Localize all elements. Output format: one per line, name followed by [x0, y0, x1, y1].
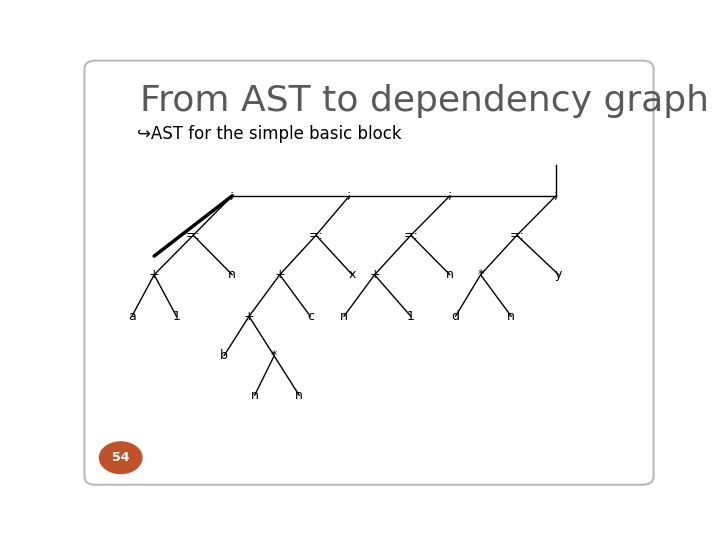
- Text: ;: ;: [554, 190, 558, 202]
- Text: b: b: [220, 349, 228, 362]
- Text: n: n: [251, 389, 258, 402]
- Text: n: n: [228, 268, 236, 281]
- Text: c: c: [307, 310, 314, 323]
- Text: 1: 1: [173, 310, 181, 323]
- Text: y: y: [555, 268, 562, 281]
- Text: From AST to dependency graph: From AST to dependency graph: [140, 84, 709, 118]
- Text: *: *: [477, 268, 484, 281]
- Text: =:: =:: [403, 229, 418, 242]
- Text: n: n: [446, 268, 454, 281]
- Text: ↪AST for the simple basic block: ↪AST for the simple basic block: [138, 125, 402, 143]
- Text: +: +: [243, 310, 254, 323]
- Circle shape: [99, 442, 142, 474]
- Text: n: n: [295, 389, 303, 402]
- Text: x: x: [348, 268, 356, 281]
- Text: d: d: [451, 310, 459, 323]
- Text: 1: 1: [407, 310, 415, 323]
- Text: +: +: [369, 268, 380, 281]
- Text: ;: ;: [230, 190, 235, 202]
- Text: *: *: [271, 349, 277, 362]
- Text: n: n: [340, 310, 348, 323]
- Text: +: +: [274, 268, 285, 281]
- Text: =:: =:: [186, 229, 201, 242]
- Text: a: a: [128, 310, 136, 323]
- Text: =:: =:: [309, 229, 323, 242]
- Text: ;: ;: [448, 190, 452, 202]
- Text: n: n: [508, 310, 516, 323]
- Text: 54: 54: [112, 451, 130, 464]
- Text: +: +: [149, 268, 160, 281]
- Text: =:: =:: [510, 229, 524, 242]
- Text: ;: ;: [347, 190, 351, 202]
